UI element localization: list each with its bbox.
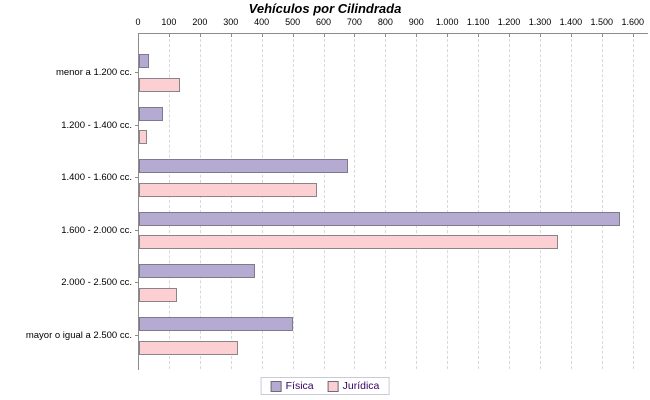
- x-tick-label: 300: [223, 17, 239, 27]
- x-gridline: [509, 34, 511, 369]
- legend-swatch-fisica: [270, 380, 282, 392]
- x-tick-mark: [168, 34, 170, 37]
- bar-juridica: [139, 130, 147, 144]
- x-tick-label: 1.100: [466, 17, 490, 27]
- legend-item-juridica: Jurídica: [327, 380, 380, 392]
- legend: Física Jurídica: [260, 377, 390, 395]
- x-tick-mark: [292, 34, 294, 37]
- bar-fisica: [139, 54, 149, 68]
- x-tick-label: 200: [192, 17, 208, 27]
- y-axis-line: [138, 33, 139, 370]
- bar-juridica: [139, 341, 238, 355]
- bar-fisica: [139, 159, 348, 173]
- x-tick-label: 800: [377, 17, 393, 27]
- x-tick-mark: [323, 34, 325, 37]
- x-tick-mark: [509, 34, 511, 37]
- category-tick-mark: [135, 229, 138, 231]
- legend-swatch-juridica: [327, 380, 339, 392]
- x-tick-mark: [601, 34, 603, 37]
- x-tick-mark: [570, 34, 572, 37]
- category-tick-mark: [135, 72, 138, 73]
- category-label: mayor o igual a 2.500 cc.: [25, 330, 132, 341]
- x-gridline: [292, 34, 294, 369]
- bar-fisica: [139, 317, 293, 331]
- bar-juridica: [139, 288, 177, 302]
- x-gridline: [354, 34, 356, 369]
- x-tick-label: 100: [161, 17, 177, 27]
- x-tick-label: 0: [135, 17, 141, 27]
- x-tick-label: 1.300: [528, 17, 552, 27]
- x-tick-mark: [478, 34, 480, 37]
- bar-fisica: [139, 107, 163, 121]
- category-tick-mark: [135, 282, 138, 284]
- x-gridline: [230, 34, 232, 369]
- x-tick-label: 1.000: [435, 17, 459, 27]
- category-tick-mark: [135, 124, 138, 126]
- category-label: 1.400 - 1.600 cc.: [61, 172, 132, 184]
- x-gridline: [601, 34, 603, 369]
- x-tick-label: 500: [285, 17, 301, 27]
- bar-juridica: [139, 183, 317, 197]
- x-gridline: [199, 34, 201, 369]
- bar-juridica: [139, 235, 558, 249]
- category-tick-mark: [135, 177, 138, 179]
- x-tick-mark: [385, 34, 387, 37]
- bar-fisica: [139, 264, 255, 278]
- x-tick-mark: [447, 34, 449, 37]
- x-tick-label: 700: [346, 17, 362, 27]
- chart-title: Vehículos por Cilindrada: [248, 1, 402, 16]
- x-tick-mark: [138, 34, 139, 37]
- bar-fisica: [139, 212, 620, 226]
- x-tick-mark: [199, 34, 201, 37]
- bar-juridica: [139, 78, 180, 92]
- x-tick-mark: [230, 34, 232, 37]
- x-tick-mark: [354, 34, 356, 37]
- x-gridline: [168, 34, 170, 369]
- x-gridline: [261, 34, 263, 369]
- x-gridline: [323, 34, 325, 369]
- legend-label-fisica: Física: [285, 380, 314, 392]
- x-gridline: [570, 34, 572, 369]
- category-label: 2.000 - 2.500 cc.: [61, 277, 132, 289]
- legend-label-juridica: Jurídica: [342, 380, 380, 392]
- x-gridline: [447, 34, 449, 369]
- x-gridline: [632, 34, 634, 369]
- x-gridline: [539, 34, 541, 369]
- category-label: menor a 1.200 cc.: [55, 67, 132, 78]
- x-tick-mark: [416, 34, 418, 37]
- category-label: 1.600 - 2.000 cc.: [61, 224, 132, 236]
- x-tick-label: 1.600: [621, 17, 644, 27]
- category-tick-mark: [135, 335, 138, 336]
- x-tick-label: 1.400: [559, 17, 583, 27]
- x-tick-label: 600: [316, 17, 332, 27]
- x-tick-label: 1.200: [497, 17, 521, 27]
- x-gridline: [416, 34, 418, 369]
- x-tick-mark: [261, 34, 263, 37]
- legend-item-fisica: Física: [270, 380, 314, 392]
- x-tick-label: 900: [408, 17, 424, 27]
- x-gridline: [478, 34, 480, 369]
- x-tick-label: 400: [254, 17, 270, 27]
- x-gridline: [385, 34, 387, 369]
- x-tick-label: 1.500: [590, 17, 614, 27]
- x-tick-mark: [632, 34, 634, 37]
- category-label: 1.200 - 1.400 cc.: [61, 119, 132, 131]
- x-tick-mark: [539, 34, 541, 37]
- x-axis-line: [138, 33, 648, 34]
